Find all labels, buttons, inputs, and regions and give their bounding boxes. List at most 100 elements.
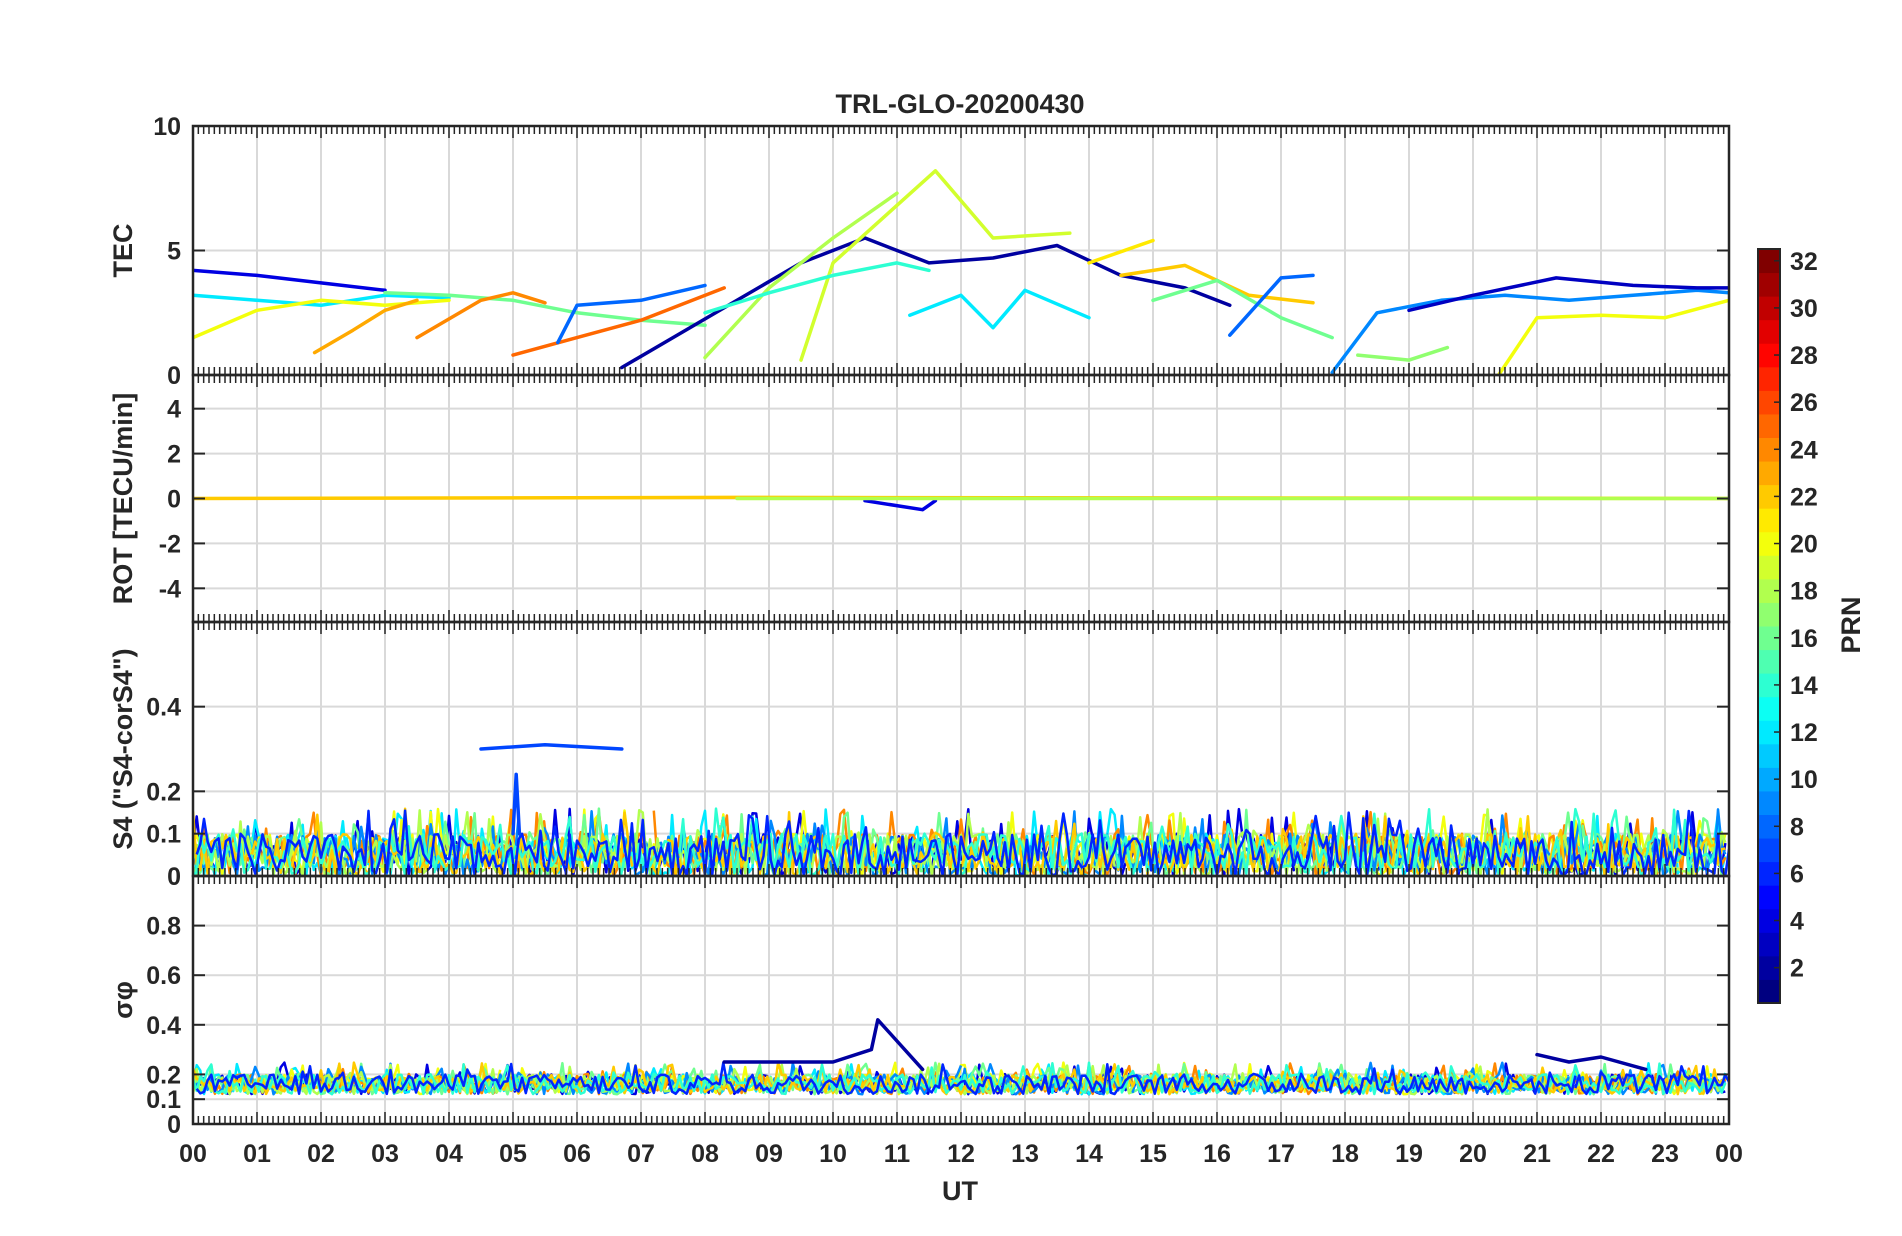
series-sigma_phi-prn-2 (722, 1018, 925, 1072)
series-tec-prn-3 (1407, 276, 1729, 313)
y-tick-label-rot: 4 (167, 396, 181, 424)
x-tick-label: 02 (307, 1140, 335, 1168)
colorbar-tick-label: 28 (1790, 342, 1818, 370)
y-tick-label-rot: -4 (159, 575, 181, 603)
x-tick-label: 13 (1011, 1140, 1039, 1168)
colorbar-swatch-29 (1758, 319, 1780, 344)
series-tec-prn-24 (415, 291, 547, 340)
y-tick-label-sigma_phi: 0 (167, 1111, 181, 1139)
y-tick-label-s4: 0.2 (146, 778, 181, 806)
series-tec-prn-16 (383, 291, 707, 327)
colorbar-tick-label: 2 (1790, 955, 1804, 983)
colorbar-swatch-17 (1758, 602, 1780, 627)
y-tick-label-s4: 0 (167, 863, 181, 891)
colorbar-tick-label: 22 (1790, 483, 1818, 511)
y-tick-label-tec: 5 (167, 238, 181, 266)
colorbar-tick-label: 8 (1790, 813, 1804, 841)
colorbar-swatch-18 (1758, 578, 1780, 603)
colorbar-swatch-19 (1758, 555, 1780, 580)
colorbar-swatch-24 (1758, 437, 1780, 462)
colorbar-tick-label: 12 (1790, 719, 1818, 747)
series-tec-prn-8 (556, 283, 707, 345)
colorbar-swatch-10 (1758, 767, 1780, 792)
colorbar-swatch-25 (1758, 413, 1780, 438)
y-axis-label-tec: TEC (108, 224, 138, 278)
series-tec-prn-9 (1330, 288, 1729, 375)
y-axis-label-rot: ROT [TECU/min] (108, 393, 138, 604)
colorbar-swatch-26 (1758, 390, 1780, 415)
x-tick-label: 00 (179, 1140, 207, 1168)
colorbar-tick-label: 16 (1790, 625, 1818, 653)
series-tec-prn-8 (1228, 273, 1315, 337)
series-tec-prn-25 (511, 286, 726, 357)
series-tec-prn-16 (1151, 278, 1334, 340)
colorbar-swatch-20 (1758, 531, 1780, 556)
x-tick-label: 23 (1651, 1140, 1679, 1168)
x-tick-label: 10 (819, 1140, 847, 1168)
series-sigma_phi-prn-2 (1535, 1052, 1648, 1072)
x-tick-label: 05 (499, 1140, 527, 1168)
colorbar-tick-label: 4 (1790, 908, 1804, 936)
x-tick-label: 04 (435, 1140, 463, 1168)
chart-title: TRL-GLO-20200430 (835, 89, 1084, 119)
series-s4-prn-7 (511, 772, 522, 836)
x-tick-label: 09 (755, 1140, 783, 1168)
colorbar-swatch-15 (1758, 649, 1780, 674)
series-rot-prn-4 (863, 498, 938, 512)
colorbar-tick-label: 24 (1790, 436, 1818, 464)
y-tick-label-rot: 2 (167, 441, 181, 469)
colorbar-swatch-12 (1758, 720, 1780, 745)
plot-area-sigma_phi (193, 1018, 1729, 1096)
series-tec-prn-2 (620, 236, 1232, 370)
y-tick-label-sigma_phi: 0.8 (146, 913, 181, 941)
x-tick-label: 20 (1459, 1140, 1487, 1168)
colorbar-tick-label: 20 (1790, 531, 1818, 559)
colorbar-swatch-32 (1758, 249, 1780, 274)
colorbar-swatch-3 (1758, 932, 1780, 957)
noise-series-sigma_phi (195, 1061, 1729, 1096)
colorbar-tick-label: 6 (1790, 860, 1804, 888)
colorbar-swatch-11 (1758, 743, 1780, 768)
y-tick-label-sigma_phi: 0.6 (146, 962, 181, 990)
series-tec-prn-21 (1087, 238, 1155, 265)
y-tick-label-sigma_phi: 0.4 (146, 1012, 181, 1040)
y-tick-label-sigma_phi: 0.2 (146, 1061, 181, 1089)
x-tick-label: 00 (1715, 1140, 1743, 1168)
colorbar-tick-label: 18 (1790, 578, 1818, 606)
y-tick-label-rot: -2 (159, 530, 181, 558)
panel-sigma_phi: 00.10.2 0.4 0.6 0.8 σφ (108, 874, 1731, 1139)
colorbar-frame (1757, 248, 1781, 1004)
colorbar-swatch-8 (1758, 814, 1780, 839)
x-tick-label: 06 (563, 1140, 591, 1168)
colorbar-swatch-4 (1758, 908, 1780, 933)
colorbar-swatch-9 (1758, 790, 1780, 815)
x-tick-label: 16 (1203, 1140, 1231, 1168)
y-tick-label-s4: 0.4 (146, 694, 181, 722)
colorbar-tick-label: 10 (1790, 766, 1818, 794)
series-tec-prn-4 (193, 268, 387, 293)
plot-area-tec (193, 169, 1729, 375)
colorbar-swatch-16 (1758, 626, 1780, 651)
series-tec-prn-20 (1496, 298, 1729, 375)
y-tick-label-s4: 0.1 (146, 821, 181, 849)
colorbar-tick-label: 26 (1790, 389, 1818, 417)
colorbar-tick-label: 30 (1790, 295, 1818, 323)
x-tick-label: 14 (1075, 1140, 1103, 1168)
plot-area-rot (193, 495, 1729, 512)
y-axis-label-sigma_phi: σφ (108, 981, 138, 1019)
colorbar-swatch-31 (1758, 272, 1780, 297)
colorbar-tick-label: 32 (1790, 248, 1818, 276)
y-tick-label-tec: 10 (153, 113, 181, 141)
x-tick-label: 22 (1587, 1140, 1615, 1168)
x-tick-label: 19 (1395, 1140, 1423, 1168)
x-tick-label: 12 (947, 1140, 975, 1168)
x-tick-label: 07 (627, 1140, 655, 1168)
series-tec-prn-18 (703, 191, 899, 360)
colorbar-swatch-2 (1758, 955, 1780, 980)
colorbar-label: PRN (1836, 596, 1866, 653)
series-tec-prn-23 (312, 298, 419, 355)
x-tick-label: 01 (243, 1140, 271, 1168)
